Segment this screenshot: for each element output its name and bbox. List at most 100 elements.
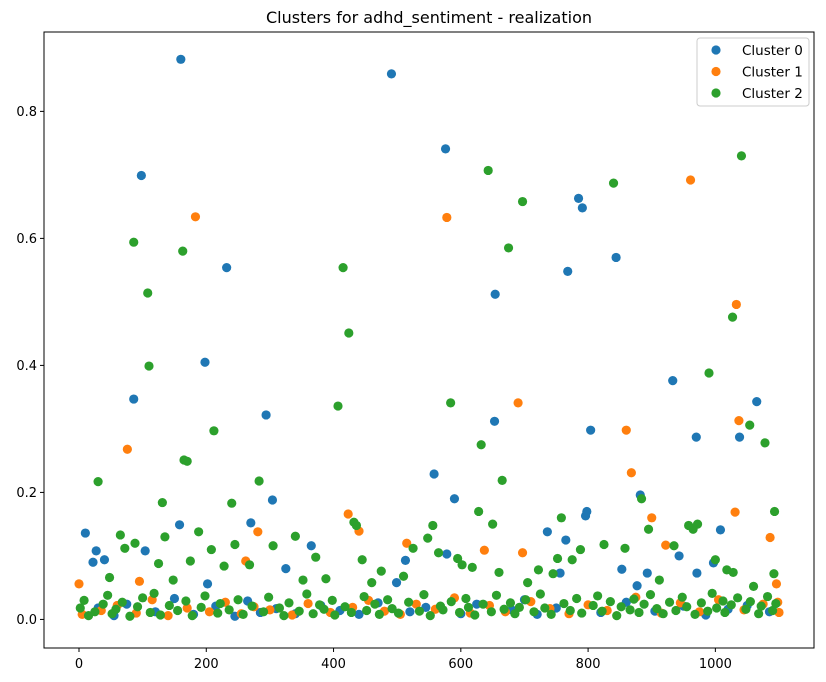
point-cluster-1-1 <box>122 444 132 454</box>
y-tick-label: 0.4 <box>16 359 37 374</box>
point-cluster-2-8 <box>209 426 219 436</box>
axes-layer: 0 200 400 600 800 1000 0.0 0.2 0.4 0.6 0.8 <box>16 105 732 672</box>
legend-box <box>696 37 810 107</box>
point-cluster-1-28 <box>163 611 173 621</box>
point-cluster-2-179 <box>718 596 728 606</box>
point-cluster-0-2 <box>91 546 101 556</box>
point-cluster-2-152 <box>546 609 556 619</box>
point-cluster-2-68 <box>575 544 586 555</box>
point-cluster-0-7 <box>174 520 185 530</box>
point-cluster-2-58 <box>467 562 477 572</box>
point-cluster-0-33 <box>582 506 592 517</box>
point-cluster-2-187 <box>762 591 773 602</box>
point-cluster-0-45 <box>715 525 726 535</box>
point-cluster-2-139 <box>463 602 474 612</box>
point-cluster-2-3 <box>144 361 154 371</box>
point-cluster-0-52 <box>169 593 180 604</box>
point-cluster-2-32 <box>153 558 164 569</box>
point-cluster-2-111 <box>274 603 285 613</box>
point-cluster-2-51 <box>398 571 409 581</box>
point-cluster-2-24 <box>736 151 747 161</box>
point-cluster-2-25 <box>745 420 755 430</box>
point-cluster-2-89 <box>111 604 121 614</box>
point-cluster-2-178 <box>712 603 722 613</box>
point-cluster-2-16 <box>483 165 493 176</box>
point-cluster-2-147 <box>514 602 524 612</box>
point-cluster-2-37 <box>206 544 216 555</box>
point-cluster-2-186 <box>756 601 766 611</box>
point-cluster-2-93 <box>138 593 148 603</box>
point-cluster-1-13 <box>621 425 631 435</box>
point-cluster-2-38 <box>219 561 229 571</box>
point-cluster-2-54 <box>428 520 438 531</box>
point-cluster-0-40 <box>668 376 678 386</box>
point-cluster-0-19 <box>400 555 411 565</box>
point-cluster-2-71 <box>643 524 654 534</box>
x-tick-label: 200 <box>194 657 219 672</box>
point-cluster-0-14 <box>267 495 278 505</box>
point-cluster-0-0 <box>80 528 90 538</box>
point-cluster-2-118 <box>319 604 329 614</box>
point-cluster-0-20 <box>429 469 439 479</box>
point-cluster-2-150 <box>535 589 545 599</box>
point-cluster-2-109 <box>258 607 269 617</box>
point-cluster-2-141 <box>478 599 488 609</box>
point-cluster-0-1 <box>88 557 98 567</box>
point-cluster-2-66 <box>556 513 566 523</box>
y-tick-label: 0.0 <box>16 613 37 628</box>
point-cluster-2-153 <box>559 598 569 609</box>
point-cluster-2-172 <box>677 592 687 602</box>
point-cluster-2-18 <box>503 243 514 253</box>
point-cluster-2-125 <box>370 599 380 609</box>
point-cluster-2-116 <box>308 609 318 619</box>
point-cluster-2-151 <box>540 603 550 613</box>
point-cluster-2-137 <box>454 607 465 618</box>
point-cluster-2-166 <box>639 599 649 609</box>
point-cluster-2-42 <box>290 531 300 541</box>
point-cluster-1-19 <box>731 299 741 310</box>
point-cluster-2-136 <box>446 597 456 607</box>
point-cluster-0-27 <box>555 568 565 578</box>
point-cluster-1-10 <box>479 545 489 555</box>
point-cluster-2-122 <box>346 607 356 618</box>
x-tick-label: 400 <box>321 657 346 672</box>
point-cluster-2-169 <box>658 609 668 619</box>
point-cluster-2-159 <box>597 606 607 616</box>
point-cluster-2-98 <box>173 605 183 616</box>
point-cluster-2-174 <box>690 609 700 619</box>
point-cluster-2-99 <box>181 596 191 606</box>
point-cluster-0-39 <box>642 568 652 578</box>
point-cluster-2-35 <box>185 556 195 566</box>
point-cluster-2-29 <box>115 530 125 540</box>
point-cluster-0-11 <box>222 263 232 273</box>
point-cluster-2-129 <box>393 608 404 618</box>
point-cluster-0-21 <box>440 144 451 154</box>
point-cluster-2-23 <box>727 312 738 322</box>
point-cluster-0-28 <box>561 535 571 545</box>
point-cluster-1-18 <box>730 507 740 517</box>
point-cluster-2-39 <box>230 539 240 550</box>
point-cluster-2-87 <box>103 590 113 600</box>
legend-label-cluster-2: Cluster 2 <box>742 86 803 102</box>
point-cluster-2-97 <box>164 600 174 611</box>
point-cluster-0-10 <box>202 579 213 589</box>
point-cluster-2-70 <box>620 543 630 553</box>
point-cluster-2-189 <box>771 598 781 609</box>
point-cluster-2-155 <box>572 593 582 604</box>
point-cluster-2-7 <box>182 456 192 466</box>
point-cluster-2-69 <box>599 539 609 550</box>
x-tick-label: 0 <box>75 657 83 672</box>
point-cluster-2-188 <box>768 605 778 616</box>
point-cluster-2-63 <box>533 565 544 575</box>
legend-marker-cluster-1 <box>711 66 721 77</box>
point-cluster-1-0 <box>74 579 84 589</box>
point-cluster-2-61 <box>494 567 504 578</box>
point-cluster-2-108 <box>247 601 257 611</box>
point-cluster-2-15 <box>476 440 486 450</box>
point-cluster-0-26 <box>542 527 552 537</box>
point-cluster-1-11 <box>513 398 523 408</box>
point-cluster-2-180 <box>720 607 730 618</box>
legend-marker-cluster-2 <box>711 88 721 98</box>
point-cluster-0-24 <box>489 416 500 426</box>
point-cluster-2-59 <box>474 506 484 517</box>
